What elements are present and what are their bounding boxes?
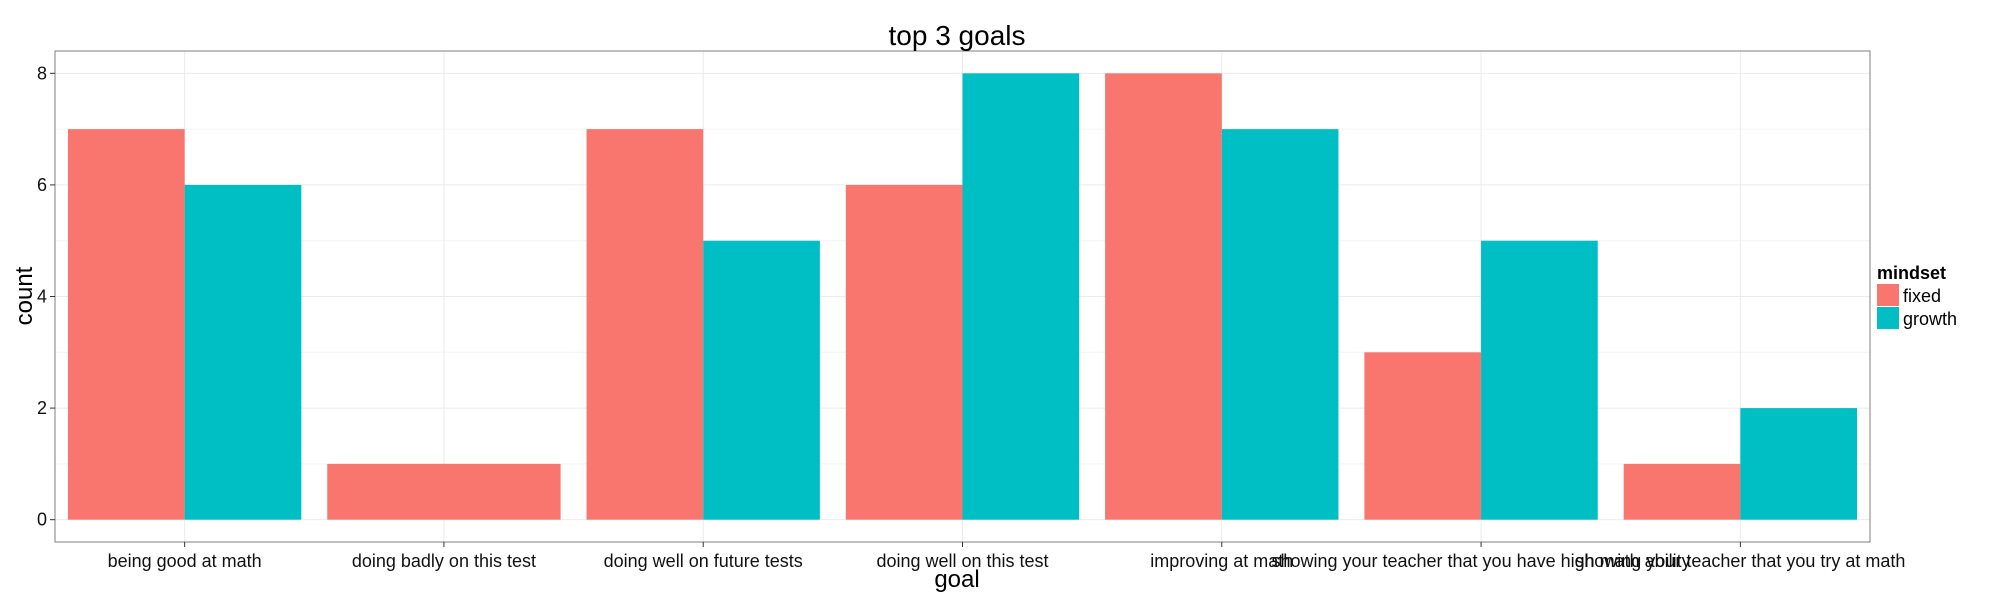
bar-fixed-4 — [1105, 73, 1222, 520]
chart-title: top 3 goals — [889, 20, 1026, 51]
bar-fixed-3 — [845, 184, 963, 520]
bar-growth-6 — [1740, 408, 1858, 520]
legend-label-growth: growth — [1903, 309, 1957, 329]
x-tick-label: showing your teacher that you have high … — [1271, 551, 1690, 571]
x-tick-label: improving at math — [1150, 551, 1293, 571]
bar-fixed-6 — [1623, 463, 1741, 520]
x-tick-label: showing your teacher that you try at mat… — [1575, 551, 1905, 571]
bar-fixed-2 — [586, 129, 704, 520]
bar-growth-4 — [1221, 129, 1339, 520]
x-tick-label: doing badly on this test — [352, 551, 536, 571]
x-tick-label: doing well on this test — [876, 551, 1048, 571]
bar-fixed-1 — [327, 463, 561, 520]
y-tick-label: 4 — [37, 287, 47, 307]
y-tick-label: 0 — [37, 510, 47, 530]
bar-growth-3 — [962, 73, 1080, 520]
bar-fixed-0 — [67, 129, 185, 520]
legend-swatch-growth — [1877, 307, 1899, 329]
bar-growth-5 — [1481, 240, 1598, 520]
y-tick-label: 2 — [37, 398, 47, 418]
bars — [67, 73, 1858, 520]
y-tick-label: 6 — [37, 175, 47, 195]
bar-growth-2 — [703, 240, 820, 520]
bar-fixed-5 — [1364, 352, 1482, 520]
axis-ticks: 0 2 4 6 8 being good at math doing badly on th… — [37, 63, 1905, 571]
legend-title: mindset — [1877, 263, 1946, 283]
bar-growth-0 — [184, 184, 302, 520]
legend: mindset fixed growth — [1877, 263, 1957, 329]
legend-label-fixed: fixed — [1903, 286, 1941, 306]
legend-swatch-fixed — [1877, 284, 1899, 306]
x-axis-title: goal — [934, 566, 979, 593]
x-tick-label: doing well on future tests — [604, 551, 803, 571]
y-axis-title: count — [11, 266, 38, 325]
y-tick-label: 8 — [37, 63, 47, 83]
x-tick-label: being good at math — [108, 551, 262, 571]
